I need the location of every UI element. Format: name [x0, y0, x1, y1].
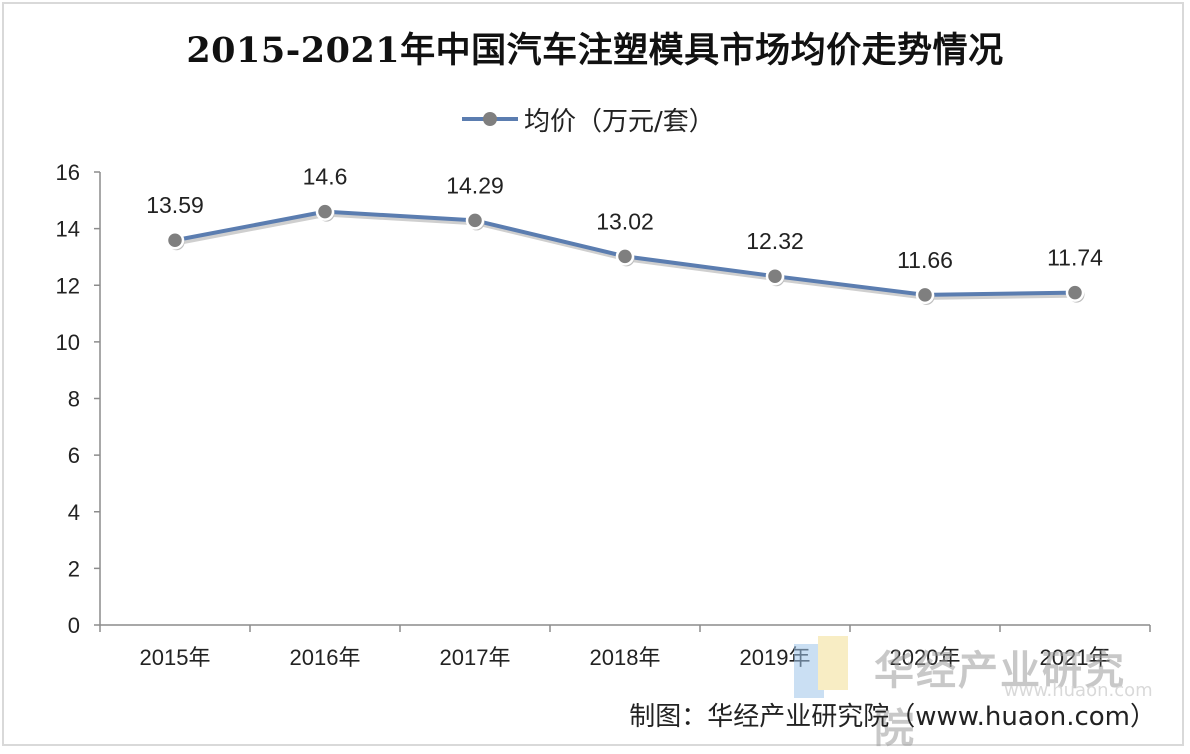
y-tick-label: 12 — [56, 273, 80, 298]
y-tick-label: 2 — [68, 556, 80, 581]
y-tick-label: 0 — [68, 613, 80, 638]
legend-line-marker-icon — [462, 104, 518, 134]
y-tick-label: 10 — [56, 330, 80, 355]
data-label: 12.32 — [746, 228, 804, 254]
data-point — [1065, 283, 1085, 302]
data-label: 14.6 — [303, 164, 348, 190]
y-tick-label: 16 — [56, 160, 80, 185]
source-note: 制图：华经产业研究院（www.huaon.com） — [629, 702, 1156, 732]
data-label: 11.74 — [1047, 245, 1103, 271]
y-tick-label: 8 — [68, 387, 80, 412]
x-tick-label: 2017年 — [440, 645, 511, 670]
watermark-logo: 华经产业研究院 www.huaon.com — [794, 636, 1154, 752]
x-tick-label: 2021年 — [1040, 645, 1111, 670]
watermark-text: 华经产业研究院 — [874, 648, 1126, 752]
x-tick-label: 2018年 — [590, 645, 661, 670]
data-point — [465, 211, 485, 230]
data-point — [615, 247, 635, 266]
data-label: 13.02 — [596, 208, 654, 234]
y-tick-label: 6 — [68, 443, 80, 468]
y-tick-label: 14 — [56, 217, 80, 242]
data-label: 11.66 — [897, 247, 953, 273]
legend-label: 均价（万元/套） — [524, 106, 715, 137]
y-tick-label: 4 — [68, 500, 80, 525]
watermark-url: www.huaon.com — [1004, 680, 1153, 701]
x-tick-label: 2015年 — [140, 645, 211, 670]
data-point — [765, 266, 785, 286]
x-tick-label: 2016年 — [290, 645, 361, 670]
x-tick-label: 2020年 — [890, 645, 961, 670]
data-point — [315, 202, 335, 221]
legend: 均价（万元/套） — [462, 104, 715, 137]
chart-title: 2015-2021年中国汽车注塑模具市场均价走势情况 — [186, 30, 1004, 71]
data-point — [915, 285, 935, 305]
data-label: 13.59 — [146, 192, 204, 218]
data-label: 14.29 — [446, 172, 504, 198]
data-point — [165, 230, 185, 250]
